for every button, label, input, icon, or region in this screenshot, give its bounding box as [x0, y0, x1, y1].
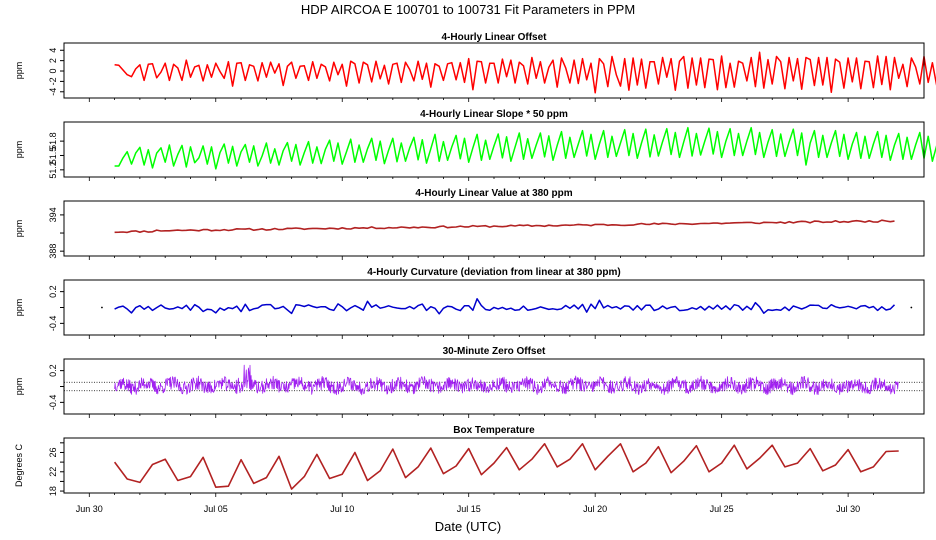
y-axis-label: ppm — [14, 220, 24, 238]
panel-value: 4-Hourly Linear Value at 380 ppm ppm 388 39… — [14, 188, 925, 260]
panel-title: Box Temperature — [453, 425, 535, 436]
series-line-zero — [114, 364, 899, 396]
y-axis-label: ppm — [14, 62, 24, 80]
series-point — [101, 306, 103, 309]
series-line-value — [114, 219, 895, 234]
y-tick-label: 51.8 — [48, 132, 58, 150]
panel-title: 4-Hourly Linear Offset — [441, 32, 547, 43]
y-axis-label: ppm — [14, 141, 24, 159]
plot-frame — [63, 200, 925, 257]
y-tick-label: 51.5 — [48, 147, 58, 165]
y-tick-label: 26 — [48, 447, 58, 457]
series-point — [910, 306, 913, 309]
panel-title: 4-Hourly Linear Slope * 50 ppm — [420, 109, 568, 120]
x-tick-label: Jul 25 — [710, 504, 734, 514]
y-tick-label: 2 — [48, 58, 58, 63]
x-tick-label: Jul 15 — [457, 504, 481, 514]
panel-zero: 30-Minute Zero Offset ppm -0.4 0.2 — [14, 346, 925, 418]
panel-title: 30-Minute Zero Offset — [443, 346, 546, 357]
plot-frame — [63, 358, 925, 415]
y-tick-label: -0.4 — [48, 395, 58, 411]
y-tick-label: 51.2 — [48, 161, 58, 179]
y-tick-label: 0.2 — [48, 364, 58, 377]
panel-title: 4-Hourly Linear Value at 380 ppm — [415, 188, 572, 199]
plot-frame — [63, 121, 925, 178]
panel-title: 4-Hourly Curvature (deviation from linea… — [367, 267, 620, 278]
y-tick-label: -0.4 — [48, 316, 58, 332]
y-tick-label: -2 — [48, 77, 58, 85]
panel-temperature: Box Temperature Degrees C 18 22 26 — [14, 425, 925, 497]
x-axis-label: Date (UTC) — [435, 519, 501, 534]
x-tick-label: Jul 05 — [204, 504, 228, 514]
y-tick-label: 388 — [48, 244, 58, 259]
panels: 4-Hourly Linear Offsetppm-4-20244-Hourly… — [14, 32, 936, 497]
y-axis-label: ppm — [14, 299, 24, 317]
y-axis-label: ppm — [14, 378, 24, 396]
x-tick-label: Jul 20 — [583, 504, 607, 514]
x-axis: Jun 30 Jul 05 Jul 10 Jul 15 Jul 20 Jul 25 Jul … — [76, 504, 860, 514]
series-line-curvature — [114, 298, 896, 315]
panel-offset: 4-Hourly Linear Offset ppm -4 -2 0 2 4 — [14, 32, 936, 102]
y-tick-label: 0 — [48, 69, 58, 74]
x-tick-label: Jul 10 — [330, 504, 354, 514]
series-line-temperature — [113, 443, 899, 490]
figure-title: HDP AIRCOA E 100701 to 100731 Fit Parame… — [301, 2, 635, 17]
series-line-slope — [114, 126, 936, 170]
x-tick-label: Jul 30 — [836, 504, 860, 514]
y-tick-label: 18 — [48, 486, 58, 496]
y-tick-label: 394 — [48, 207, 58, 222]
series-line-offset — [114, 51, 936, 94]
x-tick-label: Jun 30 — [76, 504, 103, 514]
plot-frame — [63, 42, 925, 99]
plot-frame — [63, 279, 925, 336]
panel-slope: 4-Hourly Linear Slope * 50 ppmppm51.251.… — [14, 109, 936, 181]
panel-curvature: 4-Hourly Curvature (deviation from linea… — [14, 267, 925, 339]
y-axis-label: Degrees C — [14, 443, 24, 487]
y-tick-label: 0.2 — [48, 285, 58, 298]
plot-frame — [63, 437, 925, 494]
y-tick-label: -4 — [48, 88, 58, 96]
y-tick-label: 22 — [48, 467, 58, 477]
y-tick-label: 4 — [48, 48, 58, 53]
